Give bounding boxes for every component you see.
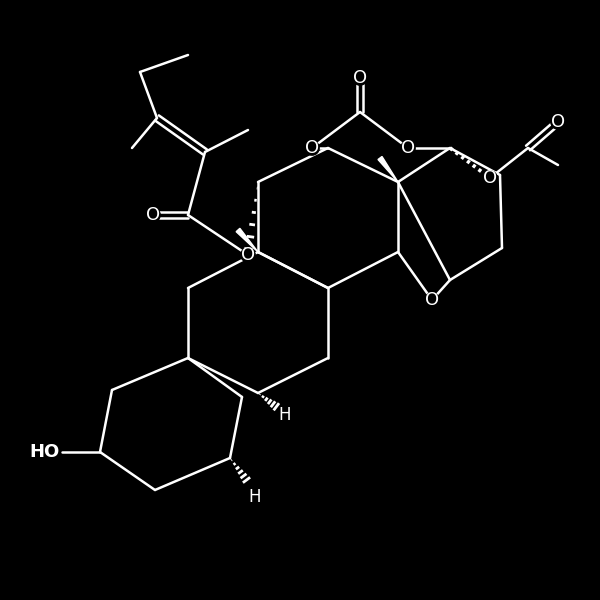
Polygon shape (378, 157, 398, 182)
Text: O: O (241, 246, 255, 264)
Text: O: O (425, 291, 439, 309)
Circle shape (551, 115, 565, 129)
Text: H: H (249, 488, 261, 506)
Text: H: H (279, 406, 291, 424)
Text: O: O (483, 169, 497, 187)
Text: HO: HO (30, 443, 60, 461)
Circle shape (241, 248, 255, 262)
Text: O: O (401, 139, 415, 157)
Text: O: O (353, 69, 367, 87)
Circle shape (146, 208, 160, 222)
Text: O: O (305, 139, 319, 157)
Circle shape (353, 71, 367, 85)
Circle shape (483, 171, 497, 185)
Circle shape (401, 141, 415, 155)
Polygon shape (236, 229, 258, 252)
Text: O: O (551, 113, 565, 131)
Circle shape (305, 141, 319, 155)
Text: O: O (146, 206, 160, 224)
Circle shape (425, 293, 439, 307)
